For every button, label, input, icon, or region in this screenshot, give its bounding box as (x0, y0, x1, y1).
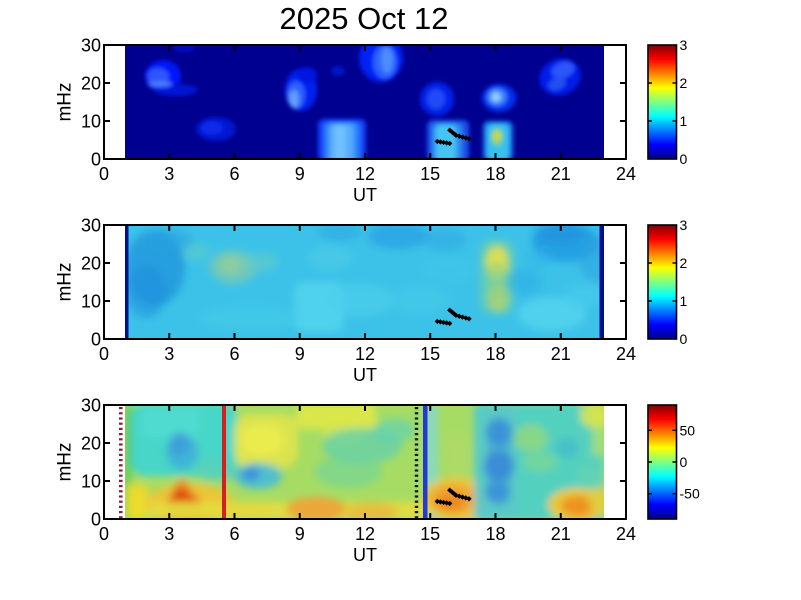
svg-text:1: 1 (680, 113, 688, 129)
svg-text:24: 24 (616, 524, 636, 544)
svg-text:0: 0 (99, 524, 109, 544)
svg-text:0: 0 (99, 164, 109, 184)
svg-text:21: 21 (551, 344, 571, 364)
svg-text:6: 6 (229, 344, 239, 364)
svg-text:15: 15 (420, 524, 440, 544)
svg-text:9: 9 (295, 524, 305, 544)
svg-text:2: 2 (680, 255, 688, 271)
svg-text:15: 15 (420, 164, 440, 184)
svg-text:-50: -50 (680, 486, 700, 502)
svg-text:UT: UT (353, 185, 377, 205)
svg-text:0: 0 (680, 454, 688, 470)
svg-text:0: 0 (91, 510, 101, 530)
svg-text:UT: UT (353, 545, 377, 565)
svg-text:21: 21 (551, 524, 571, 544)
svg-text:12: 12 (355, 164, 375, 184)
svg-text:6: 6 (229, 524, 239, 544)
svg-text:mHz: mHz (55, 442, 76, 481)
svg-text:12: 12 (355, 344, 375, 364)
svg-text:0: 0 (99, 344, 109, 364)
svg-text:3: 3 (680, 217, 688, 233)
svg-text:24: 24 (616, 344, 636, 364)
svg-text:10: 10 (81, 112, 101, 132)
svg-text:30: 30 (81, 216, 101, 236)
svg-text:50: 50 (680, 422, 696, 438)
svg-text:0: 0 (91, 150, 101, 170)
svg-text:3: 3 (164, 164, 174, 184)
svg-text:20: 20 (81, 434, 101, 454)
svg-text:10: 10 (81, 292, 101, 312)
svg-text:3: 3 (164, 524, 174, 544)
svg-text:0: 0 (680, 331, 688, 347)
svg-text:30: 30 (81, 36, 101, 56)
svg-text:9: 9 (295, 344, 305, 364)
svg-text:9: 9 (295, 164, 305, 184)
svg-text:20: 20 (81, 254, 101, 274)
svg-text:18: 18 (485, 164, 505, 184)
svg-text:UT: UT (353, 365, 377, 385)
svg-text:2025 Oct 12: 2025 Oct 12 (280, 1, 449, 36)
svg-text:24: 24 (616, 164, 636, 184)
svg-text:0: 0 (91, 330, 101, 350)
svg-text:12: 12 (355, 524, 375, 544)
svg-text:0: 0 (680, 151, 688, 167)
svg-text:mHz: mHz (55, 82, 76, 121)
svg-text:21: 21 (551, 164, 571, 184)
svg-text:20: 20 (81, 74, 101, 94)
svg-text:10: 10 (81, 472, 101, 492)
svg-text:3: 3 (164, 344, 174, 364)
svg-text:18: 18 (485, 524, 505, 544)
svg-text:15: 15 (420, 344, 440, 364)
svg-text:6: 6 (229, 164, 239, 184)
svg-text:mHz: mHz (55, 262, 76, 301)
svg-text:1: 1 (680, 293, 688, 309)
svg-text:2: 2 (680, 75, 688, 91)
svg-text:3: 3 (680, 37, 688, 53)
svg-text:30: 30 (81, 396, 101, 416)
svg-text:18: 18 (485, 344, 505, 364)
